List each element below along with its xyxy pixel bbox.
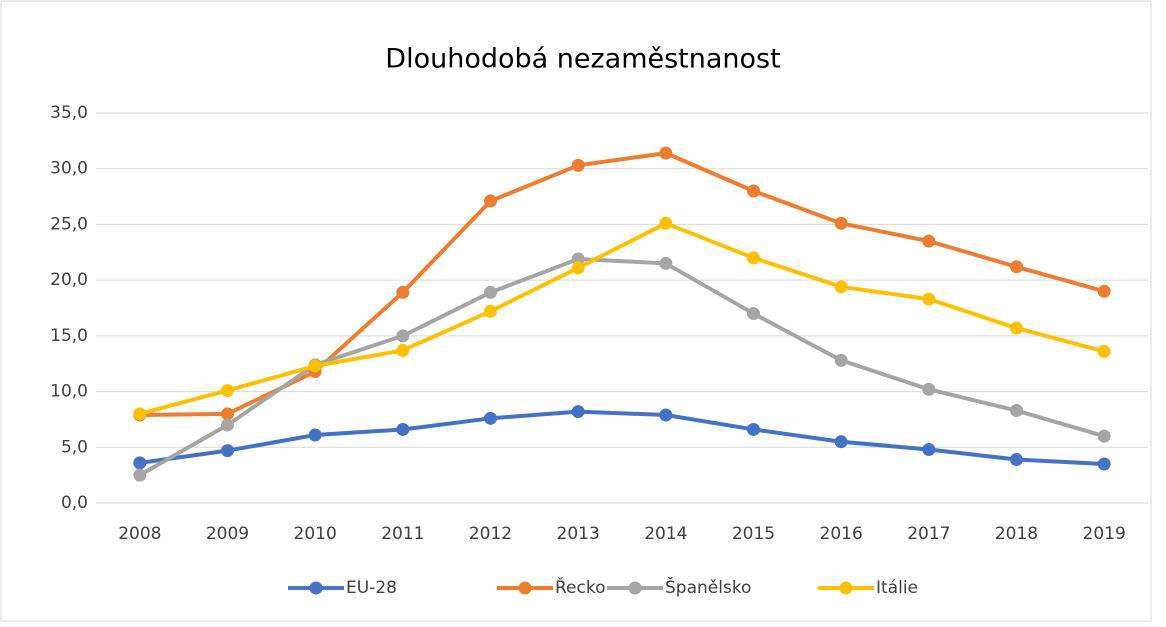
x-tick-label: 2010 [294, 524, 337, 544]
legend-marker [518, 581, 532, 595]
legend-label: Itálie [876, 578, 918, 598]
legend-marker [839, 581, 853, 595]
data-point [396, 343, 410, 357]
data-point [834, 216, 848, 230]
data-point [133, 407, 147, 421]
legend-label: Řecko [555, 576, 606, 598]
data-point [1010, 260, 1023, 274]
data-point [922, 292, 936, 306]
data-point [308, 359, 322, 373]
data-point [308, 428, 322, 442]
data-point [1010, 453, 1023, 467]
data-point [659, 256, 673, 270]
data-point [396, 285, 410, 299]
x-tick-label: 2008 [118, 524, 161, 544]
x-tick-label: 2012 [469, 524, 512, 544]
data-point [484, 285, 497, 299]
chart-title: Dlouhodobá nezaměstnanost [385, 44, 780, 75]
data-point [1097, 344, 1111, 358]
series-line [138, 256, 1105, 477]
y-tick-label: 20,0 [50, 270, 88, 290]
data-point [834, 435, 848, 449]
legend-label: Španělsko [665, 576, 751, 598]
data-point [659, 146, 673, 160]
data-point [484, 304, 497, 318]
x-tick-label: 2009 [206, 524, 249, 544]
data-point [221, 418, 234, 432]
data-point [221, 444, 234, 458]
data-point [396, 422, 410, 436]
data-point [747, 422, 760, 436]
data-point [922, 382, 936, 396]
y-tick-label: 25,0 [50, 214, 88, 234]
data-point [571, 261, 585, 275]
x-tick-label: 2015 [732, 524, 775, 544]
y-tick-label: 15,0 [50, 326, 88, 346]
y-tick-label: 30,0 [50, 159, 88, 179]
x-tick-label: 2016 [820, 524, 863, 544]
legend-marker [309, 581, 323, 595]
y-tick-label: 35,0 [50, 103, 88, 123]
data-point [1097, 457, 1111, 471]
series-line [139, 409, 1105, 466]
data-point [571, 252, 585, 266]
legend-label: EU-28 [346, 578, 397, 598]
data-point [133, 468, 147, 482]
data-point [1097, 284, 1111, 298]
legend-marker [628, 581, 642, 595]
x-tick-label: 2013 [557, 524, 600, 544]
data-point [747, 307, 760, 321]
data-point [834, 280, 848, 294]
data-point [1010, 404, 1023, 418]
data-point [396, 329, 410, 343]
data-point [659, 216, 673, 230]
y-tick-label: 5,0 [61, 437, 88, 457]
series-line [139, 221, 1105, 416]
series-line [139, 151, 1105, 417]
data-point [834, 353, 848, 367]
data-point [1097, 429, 1111, 443]
data-point [747, 251, 760, 265]
y-tick-label: 0,0 [61, 493, 88, 513]
data-point [659, 408, 673, 422]
data-point [133, 456, 147, 470]
x-tick-label: 2018 [995, 524, 1038, 544]
data-point [484, 194, 497, 208]
data-point [484, 411, 497, 425]
data-point [1010, 321, 1023, 335]
data-point [571, 405, 585, 419]
data-point [221, 383, 234, 397]
x-tick-label: 2019 [1083, 524, 1126, 544]
x-tick-label: 2014 [644, 524, 687, 544]
x-tick-label: 2011 [381, 524, 424, 544]
data-point [571, 158, 585, 172]
data-point [922, 234, 936, 248]
x-tick-label: 2017 [907, 524, 950, 544]
data-point [922, 443, 936, 457]
data-point [221, 407, 234, 421]
data-point [747, 184, 760, 198]
y-tick-label: 10,0 [50, 382, 88, 402]
